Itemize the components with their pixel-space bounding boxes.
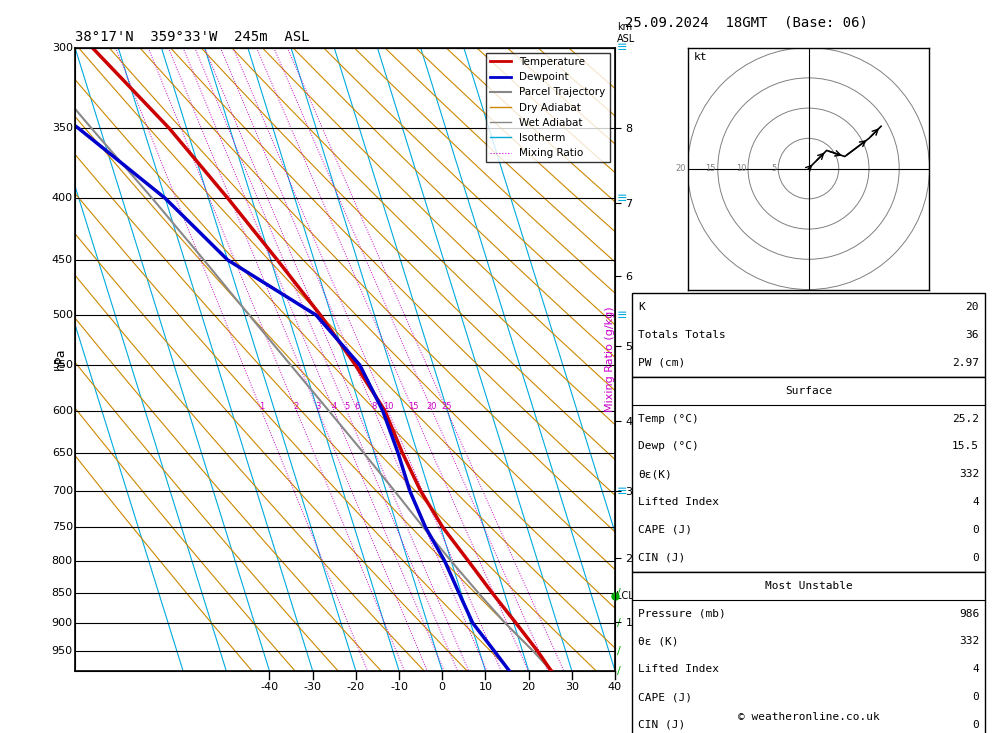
Text: θε (K): θε (K)	[638, 636, 678, 647]
Text: 986: 986	[959, 608, 979, 619]
Text: 700: 700	[52, 486, 73, 496]
Text: ≡: ≡	[617, 485, 628, 498]
Text: 300: 300	[52, 43, 73, 53]
Text: 2: 2	[294, 402, 299, 410]
Text: km
ASL: km ASL	[617, 23, 635, 44]
Text: -30: -30	[304, 682, 322, 692]
Text: 15: 15	[408, 402, 419, 410]
Text: 20: 20	[675, 164, 686, 173]
Text: 30: 30	[565, 682, 579, 692]
Text: ≡: ≡	[617, 41, 628, 54]
Text: 3: 3	[315, 402, 321, 410]
Text: Most Unstable: Most Unstable	[765, 581, 852, 591]
Text: 6: 6	[355, 402, 360, 410]
Text: CIN (J): CIN (J)	[638, 720, 685, 730]
Text: 900: 900	[52, 618, 73, 628]
Text: -20: -20	[347, 682, 365, 692]
Text: -40: -40	[260, 682, 278, 692]
Text: 15: 15	[705, 164, 716, 173]
Text: 40: 40	[608, 682, 622, 692]
Text: /: /	[617, 666, 621, 676]
Text: θε(K): θε(K)	[638, 469, 672, 479]
Text: CAPE (J): CAPE (J)	[638, 525, 692, 535]
Text: Totals Totals: Totals Totals	[638, 330, 726, 340]
Text: Mixing Ratio (g/kg): Mixing Ratio (g/kg)	[605, 306, 615, 412]
Text: PW (cm): PW (cm)	[638, 358, 685, 368]
Text: ≡: ≡	[617, 192, 628, 205]
Text: 600: 600	[52, 405, 73, 416]
Text: 20: 20	[522, 682, 536, 692]
Text: Lifted Index: Lifted Index	[638, 664, 719, 674]
Text: Pressure (mb): Pressure (mb)	[638, 608, 726, 619]
Text: 1: 1	[259, 402, 264, 410]
Text: 0: 0	[972, 553, 979, 563]
Text: Dewp (°C): Dewp (°C)	[638, 441, 699, 452]
Text: CIN (J): CIN (J)	[638, 553, 685, 563]
Text: /: /	[617, 588, 621, 598]
Text: 950: 950	[52, 647, 73, 656]
Text: Lifted Index: Lifted Index	[638, 497, 719, 507]
Text: 10: 10	[478, 682, 492, 692]
Text: 550: 550	[52, 360, 73, 370]
Text: 450: 450	[52, 255, 73, 265]
Text: LCL: LCL	[616, 591, 634, 601]
Text: 4: 4	[331, 402, 337, 410]
Text: 5: 5	[344, 402, 349, 410]
Text: 350: 350	[52, 123, 73, 133]
Text: 25: 25	[442, 402, 452, 410]
Legend: Temperature, Dewpoint, Parcel Trajectory, Dry Adiabat, Wet Adiabat, Isotherm, Mi: Temperature, Dewpoint, Parcel Trajectory…	[486, 53, 610, 163]
Text: 800: 800	[52, 556, 73, 566]
Text: /: /	[617, 647, 621, 656]
Text: © weatheronline.co.uk: © weatheronline.co.uk	[738, 712, 879, 722]
Text: 10: 10	[383, 402, 393, 410]
Text: 400: 400	[52, 194, 73, 203]
Text: 0: 0	[972, 525, 979, 535]
Text: 0: 0	[972, 720, 979, 730]
Text: 332: 332	[959, 469, 979, 479]
Text: -10: -10	[390, 682, 408, 692]
Text: 4: 4	[972, 497, 979, 507]
Text: 10: 10	[736, 164, 746, 173]
Text: 0: 0	[972, 692, 979, 702]
Text: 8: 8	[372, 402, 377, 410]
Text: hPa: hPa	[53, 348, 66, 370]
Text: Temp (°C): Temp (°C)	[638, 413, 699, 424]
Text: 2.97: 2.97	[952, 358, 979, 368]
Text: 15.5: 15.5	[952, 441, 979, 452]
Text: 750: 750	[52, 523, 73, 532]
Text: 25.09.2024  18GMT  (Base: 06): 25.09.2024 18GMT (Base: 06)	[625, 15, 868, 29]
Text: 38°17'N  359°33'W  245m  ASL: 38°17'N 359°33'W 245m ASL	[75, 30, 310, 44]
Text: /: /	[617, 618, 621, 628]
Text: 5: 5	[771, 164, 776, 173]
Text: 36: 36	[966, 330, 979, 340]
Text: CAPE (J): CAPE (J)	[638, 692, 692, 702]
Text: ≡: ≡	[617, 309, 628, 322]
Text: Surface: Surface	[785, 386, 832, 396]
Text: 4: 4	[972, 664, 979, 674]
Text: K: K	[638, 302, 645, 312]
Text: 20: 20	[427, 402, 437, 410]
Text: 500: 500	[52, 310, 73, 320]
Text: 650: 650	[52, 448, 73, 457]
Text: kt: kt	[694, 52, 707, 62]
Text: 20: 20	[966, 302, 979, 312]
Text: 332: 332	[959, 636, 979, 647]
Text: 25.2: 25.2	[952, 413, 979, 424]
Text: 850: 850	[52, 588, 73, 598]
Text: 0: 0	[439, 682, 446, 692]
